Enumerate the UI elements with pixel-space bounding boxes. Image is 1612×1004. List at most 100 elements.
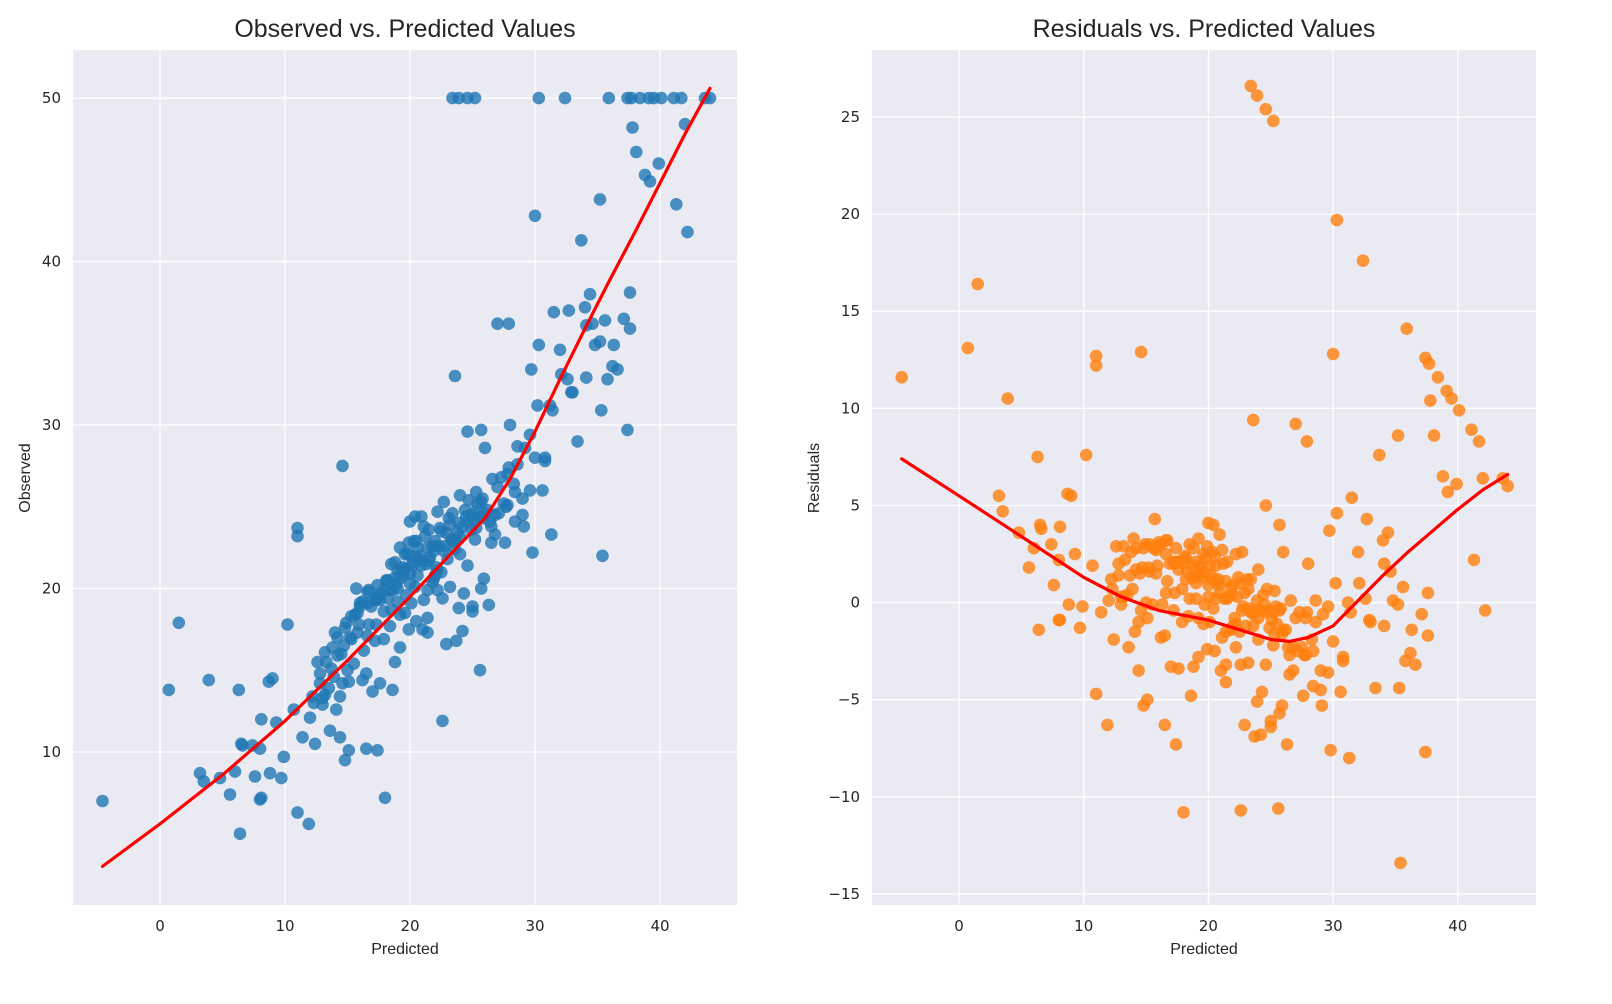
data-point [482, 598, 496, 612]
data-point [1364, 615, 1377, 629]
data-point [1254, 728, 1268, 741]
data-point [511, 440, 524, 453]
data-point [553, 343, 567, 357]
data-point [417, 593, 431, 607]
data-point [655, 91, 668, 105]
data-point [465, 508, 478, 522]
data-point [580, 371, 593, 384]
data-point [1360, 512, 1374, 526]
data-point [1377, 619, 1391, 633]
y-tick-label: 0 [850, 594, 860, 612]
data-point [232, 683, 246, 697]
data-point [1404, 646, 1417, 660]
data-point [516, 492, 529, 505]
data-point [1073, 621, 1087, 635]
data-point [345, 632, 358, 646]
data-point [318, 646, 332, 659]
data-point [1148, 512, 1162, 526]
data-point [473, 663, 487, 677]
panel-observed-vs-predicted: 0 10 20 30 40 10 20 30 40 50 Observed vs. Predict… [17, 15, 737, 958]
data-point [1298, 648, 1311, 662]
data-point [593, 335, 607, 348]
data-point [1101, 718, 1114, 732]
data-point [1296, 689, 1310, 703]
data-point [380, 574, 393, 587]
data-point [1219, 675, 1233, 689]
data-point [523, 484, 537, 497]
y-tick-label: 10 [42, 743, 61, 761]
data-point [1126, 582, 1139, 596]
data-point [1068, 547, 1082, 561]
data-point [1326, 347, 1340, 361]
data-point [371, 744, 384, 757]
x-tick-label: 30 [1324, 917, 1343, 935]
data-point [1269, 600, 1283, 613]
data-point [233, 827, 247, 840]
y-tick-label: 10 [841, 399, 860, 417]
data-point [606, 359, 619, 373]
fit-line-left [100, 86, 712, 868]
data-point [1178, 549, 1191, 563]
data-point [1156, 598, 1169, 611]
y-tick-label: −15 [828, 885, 860, 903]
data-point [1045, 538, 1058, 551]
data-point [1280, 738, 1294, 751]
data-point [350, 582, 363, 595]
data-point [1212, 578, 1225, 592]
data-point [1369, 681, 1382, 695]
data-point [360, 667, 373, 680]
data-point [1175, 582, 1189, 596]
data-point [1268, 584, 1281, 598]
data-point [162, 683, 176, 697]
data-point [1476, 472, 1490, 485]
data-point [1330, 506, 1344, 520]
data-point [1062, 598, 1076, 611]
data-point [431, 583, 444, 597]
data-point [360, 742, 373, 755]
data-point [895, 371, 908, 384]
data-point [453, 547, 467, 561]
data-point [1167, 555, 1180, 569]
data-point [452, 91, 466, 105]
data-point [1289, 417, 1302, 431]
data-point [477, 572, 491, 585]
data-point [1450, 477, 1463, 491]
data-point [1247, 413, 1260, 427]
data-point [1345, 491, 1359, 505]
data-point [328, 626, 342, 639]
data-point [1326, 635, 1340, 648]
data-point [1391, 429, 1405, 442]
data-point [1373, 448, 1386, 462]
data-point [1465, 423, 1478, 437]
data-point [415, 510, 428, 523]
data-point [1022, 561, 1036, 574]
data-point [333, 690, 347, 703]
data-point [1187, 660, 1200, 673]
data-point [593, 193, 607, 206]
data-point [452, 601, 466, 615]
data-point [1089, 359, 1103, 372]
data-point [1323, 524, 1336, 537]
data-point [296, 731, 309, 744]
data-point [1334, 685, 1347, 699]
data-point [422, 523, 436, 536]
data-point [433, 521, 447, 535]
data-point [1309, 594, 1322, 607]
data-point [1300, 435, 1314, 448]
x-tick-label: 0 [954, 917, 964, 935]
data-point [436, 714, 449, 728]
data-point [1255, 685, 1269, 699]
data-point [1159, 586, 1173, 600]
data-point [302, 817, 316, 831]
y-tick-label: 5 [850, 496, 860, 514]
data-point [377, 632, 391, 646]
data-point [410, 534, 423, 548]
chart-title-right: Residuals vs. Predicted Values [1033, 15, 1376, 43]
data-point [474, 423, 488, 437]
tick-labels-left: 0 10 20 30 40 10 20 30 40 50 [42, 89, 670, 935]
data-point [652, 157, 666, 170]
data-point [323, 724, 337, 737]
data-point [992, 489, 1006, 503]
data-point [421, 583, 434, 597]
data-point [1400, 322, 1413, 336]
